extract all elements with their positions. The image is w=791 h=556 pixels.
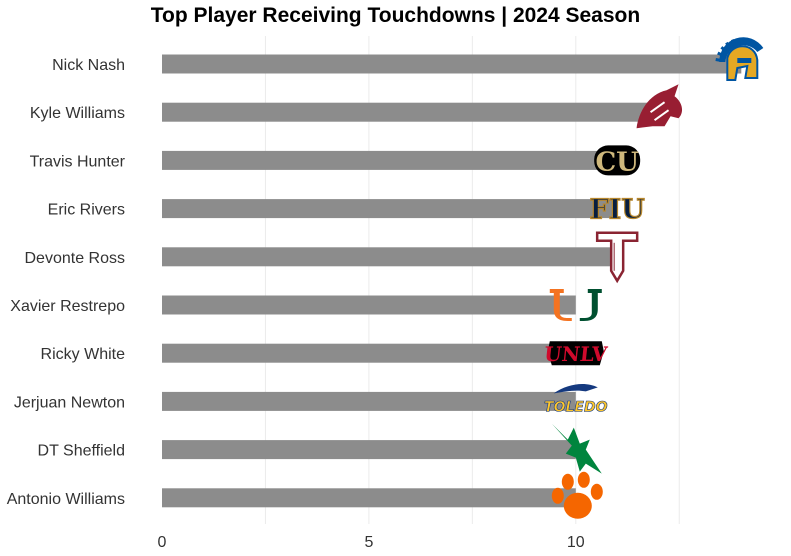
y-category-label: Jerjuan Newton: [14, 394, 125, 411]
y-category-label: Kyle Williams: [30, 105, 125, 122]
fiu-logo: FIU: [589, 194, 646, 226]
y-category-label: Ricky White: [41, 346, 126, 363]
cu-logo: CU: [594, 145, 641, 177]
chart-title: Top Player Receiving Touchdowns | 2024 S…: [150, 4, 641, 27]
y-category-label: Nick Nash: [52, 57, 125, 74]
svg-text:CU: CU: [595, 147, 639, 177]
troy-t-logo: [595, 231, 639, 284]
bar: [162, 54, 742, 74]
y-category-label: Xavier Restrepo: [10, 298, 125, 315]
bar: [162, 343, 576, 363]
x-tick-label: 10: [567, 534, 585, 551]
bar: [162, 488, 576, 508]
spartan-head-logo: [715, 37, 764, 81]
bar: [162, 150, 618, 170]
unlv-logo: UNLV: [543, 341, 609, 366]
bar: [162, 102, 659, 122]
tiger-paw-logo: [551, 471, 603, 519]
bar: [162, 440, 576, 460]
bar: [162, 199, 618, 219]
y-category-label: DT Sheffield: [38, 443, 125, 460]
y-category-label: Eric Rivers: [48, 202, 125, 219]
y-category-label: Devonte Ross: [25, 250, 126, 267]
bar: [162, 391, 576, 411]
cougar-head-logo: [636, 84, 683, 129]
svg-text:FIU: FIU: [589, 195, 644, 226]
split-u-logo: [549, 289, 602, 321]
y-category-label: Travis Hunter: [30, 153, 126, 170]
y-category-label: Antonio Williams: [7, 491, 125, 508]
svg-text:TOLEDO: TOLEDO: [544, 399, 608, 415]
toledo-logo: TOLEDO: [544, 384, 608, 416]
eagle-logo: [551, 423, 602, 474]
bar: [162, 247, 618, 267]
bar: [162, 295, 576, 315]
x-tick-label: 0: [158, 534, 167, 551]
x-tick-label: 5: [364, 534, 373, 551]
svg-text:UNLV: UNLV: [543, 342, 609, 366]
